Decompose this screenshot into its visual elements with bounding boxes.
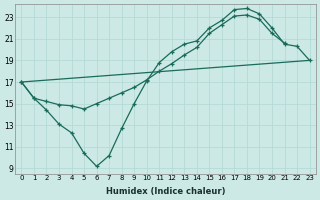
X-axis label: Humidex (Indice chaleur): Humidex (Indice chaleur) — [106, 187, 225, 196]
